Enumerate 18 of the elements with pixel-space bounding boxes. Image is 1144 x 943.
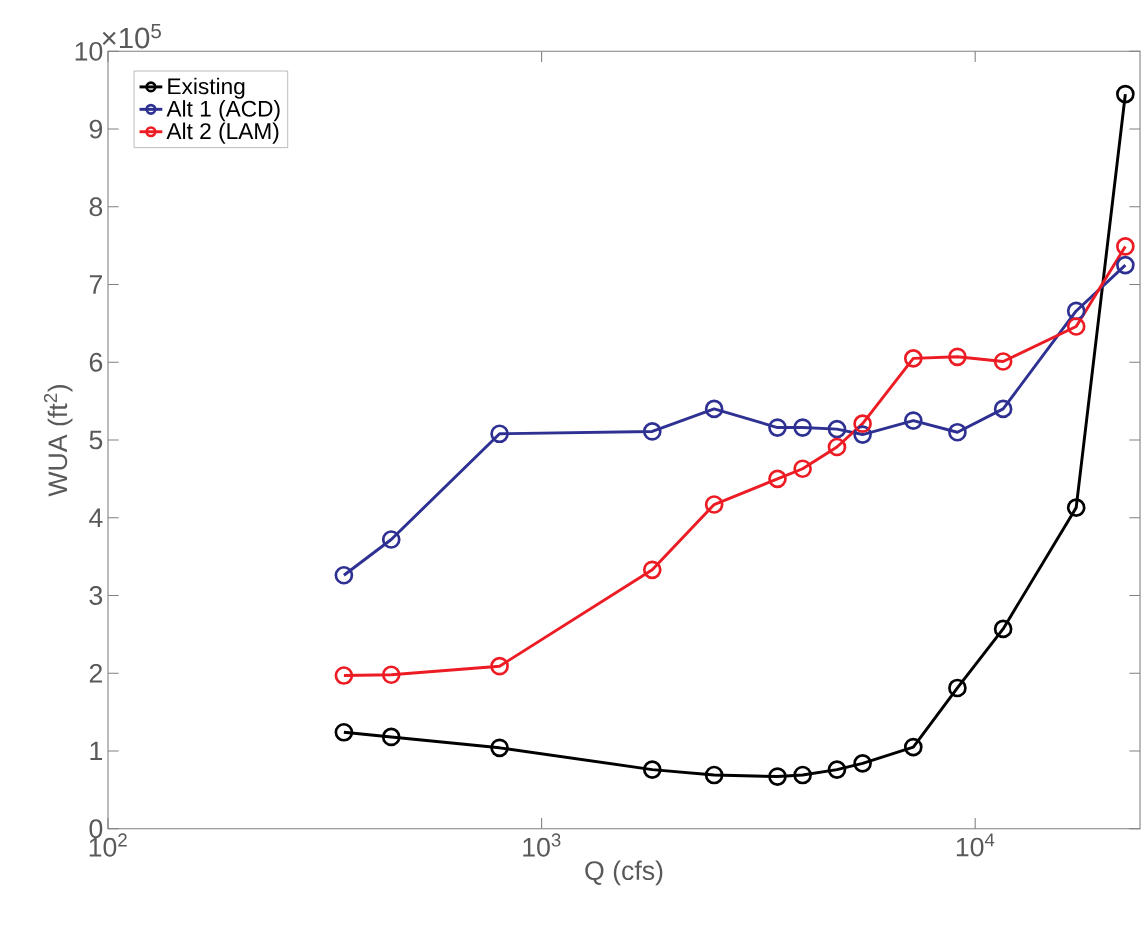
y-tick-label: 2 <box>89 664 102 683</box>
x-tick-label: 10$^{4}$ <box>956 833 995 857</box>
legend-label: Existing <box>168 77 245 99</box>
y-tick-label: 7 <box>89 275 102 294</box>
y-tick-label: 5 <box>89 430 103 450</box>
y-axis-title: WUA (ft$^{2}$) <box>43 385 73 497</box>
x-tick-label: 10$^{3}$ <box>523 833 561 857</box>
y-tick-label: 10 <box>75 42 103 61</box>
legend-label: Alt 1 (ACD) <box>166 100 280 122</box>
text: ×10$^{5}$ <box>102 24 161 49</box>
y-tick-label: 3 <box>89 586 103 606</box>
y-tick-label: 8 <box>89 197 103 217</box>
x-axis-title: Q (cfs) <box>585 860 663 886</box>
y-tick-label: 6 <box>89 352 103 372</box>
y-tick-label: 1 <box>90 741 102 761</box>
y-tick-label: 9 <box>89 119 103 139</box>
legend-label: Alt 2 (LAM) <box>166 122 279 144</box>
y-tick-label: 4 <box>89 508 103 528</box>
